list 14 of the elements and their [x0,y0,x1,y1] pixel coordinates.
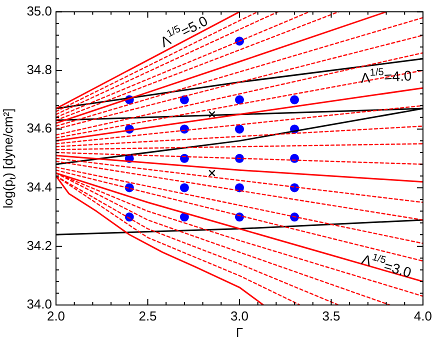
annotation: Λ1/5=4.0 [360,67,412,86]
annotation: Λ1/5=3.0 [360,251,414,281]
x-tick-label: 3.5 [322,308,340,324]
y-axis-title: log(pt) [dyne/cm²] [0,108,18,208]
y-tick-label: 35.0 [26,3,52,18]
annotation: Λ1/5=5.0 [158,12,210,50]
y-tick-label: 34.2 [26,238,52,253]
x-tick-label: 2.5 [138,308,157,324]
y-tick-label: 34.8 [26,62,52,78]
x-tick-label: 3.0 [230,308,249,324]
x-tick-label: 4.0 [414,308,432,324]
x-axis-title: Γ [236,324,244,340]
y-tick-label: 34.4 [26,179,52,194]
y-tick-label: 34.6 [26,120,52,136]
